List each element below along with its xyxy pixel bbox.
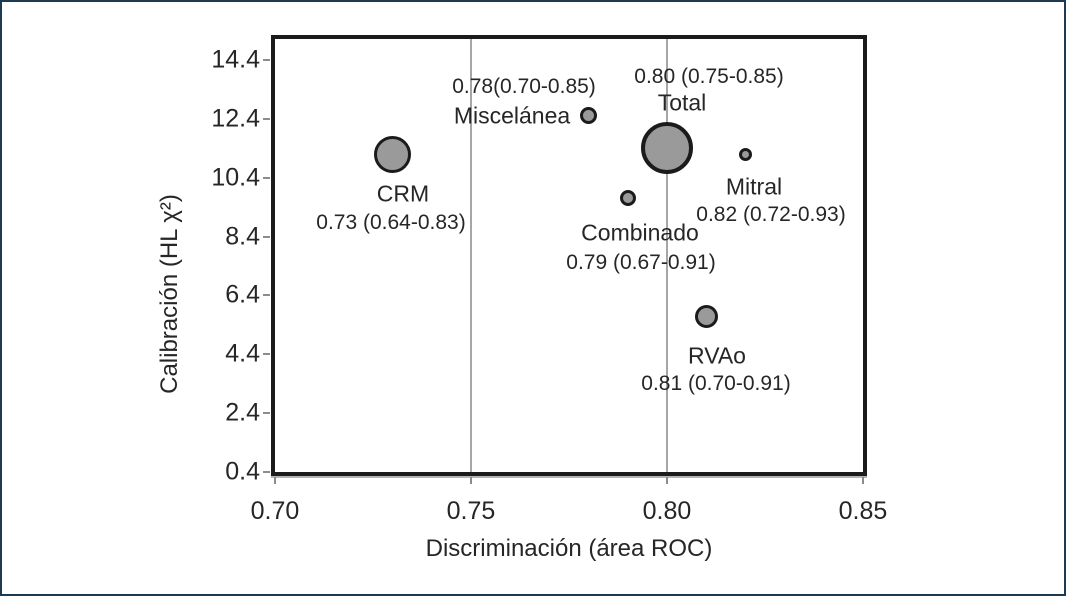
y-tick-mark <box>263 471 270 473</box>
point-label-name: Total <box>657 89 707 116</box>
bubble-crm <box>374 135 412 173</box>
y-tick-label: 4.4 <box>225 339 260 368</box>
x-tick-mark <box>862 477 864 484</box>
point-label-value: 0.80 (0.75-0.85) <box>634 65 784 88</box>
x-tick-label: 0.85 <box>838 497 888 525</box>
x-tick-label: 0.70 <box>250 497 300 525</box>
y-tick-label: 14.4 <box>211 45 260 74</box>
x-tick-mark <box>666 477 668 484</box>
y-tick-label: 12.4 <box>211 104 260 133</box>
point-label-value: 0.78(0.70-0.85) <box>452 75 596 98</box>
point-label-name: Combinado <box>581 219 699 246</box>
y-tick-mark <box>263 176 270 179</box>
point-label-value: 0.81 (0.70-0.91) <box>641 372 791 395</box>
point-label-value: 0.79 (0.67-0.91) <box>566 251 716 274</box>
y-tick-label: 10.4 <box>211 163 260 192</box>
x-tick-label: 0.75 <box>446 497 496 525</box>
x-tick-label: 0.80 <box>642 497 692 525</box>
y-tick-mark <box>263 294 270 297</box>
y-tick-mark <box>263 353 270 356</box>
bubble-mitral <box>738 147 752 161</box>
y-tick-mark <box>263 117 270 120</box>
point-label-name: RVAo <box>688 342 746 369</box>
y-tick-label: 2.4 <box>225 398 260 427</box>
point-label-value: 0.73 (0.64-0.83) <box>316 211 466 234</box>
y-axis-title: Calibración (HL χ²) <box>156 194 183 394</box>
x-tick-mark <box>470 477 472 484</box>
point-label-name: Mitral <box>725 173 783 200</box>
bubble-total <box>641 122 693 175</box>
point-label-name: CRM <box>376 180 430 207</box>
vertical-gridline <box>470 39 472 472</box>
vertical-gridline <box>666 39 668 472</box>
y-tick-label: 8.4 <box>225 222 260 251</box>
x-tick-mark <box>274 477 276 484</box>
y-tick-mark <box>263 412 270 415</box>
point-label-name: Miscelánea <box>453 102 571 129</box>
plot-area <box>271 35 867 476</box>
bubble-miscelanea <box>580 107 598 125</box>
y-tick-mark <box>263 235 270 238</box>
bubble-combinado <box>619 190 636 207</box>
y-tick-mark <box>263 59 270 61</box>
y-tick-label: 6.4 <box>225 280 260 309</box>
point-label-value: 0.82 (0.72-0.93) <box>696 203 846 226</box>
x-axis-title: Discriminación (área ROC) <box>425 535 713 562</box>
bubble-rvao <box>694 304 718 328</box>
y-tick-label: 0.4 <box>225 457 260 486</box>
x-axis-line <box>271 476 867 478</box>
